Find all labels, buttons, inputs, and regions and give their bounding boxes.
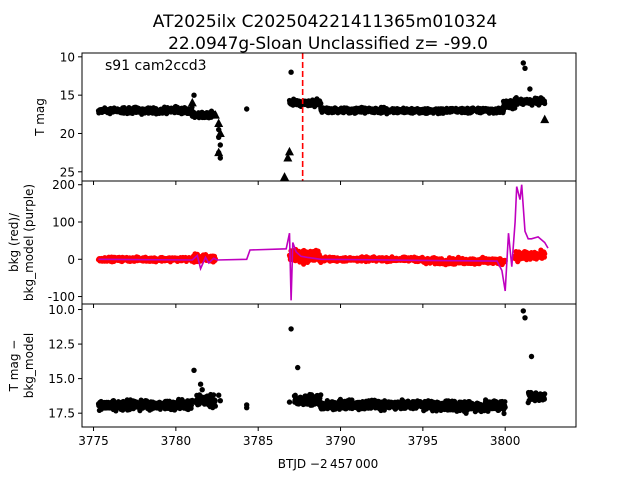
flux-point <box>542 100 548 107</box>
marks-bottom <box>95 308 548 417</box>
panel-top-mag: 10 15 20 25 T mag s91 cam2ccd3 <box>33 50 577 185</box>
upper-limit-triangle <box>283 153 293 162</box>
marks-top <box>95 53 550 181</box>
y-tick-label: 100 <box>52 216 75 230</box>
bkg-model-line <box>98 184 549 301</box>
y-tick-label: 200 <box>52 178 75 192</box>
x-tick-label: 3780 <box>161 434 192 448</box>
panel-middle-bkg: -100 0 100 200 bkg (red)/bkg_model (purple) <box>7 178 577 308</box>
flux-point <box>197 381 204 387</box>
flux-point <box>520 60 526 66</box>
flux-point <box>244 405 250 411</box>
x-axis-label: BTJD −2 457 000 <box>278 457 378 471</box>
y-tick-label: 10.0 <box>48 303 75 317</box>
upper-limit-triangle <box>284 146 294 156</box>
flux-point <box>217 142 223 148</box>
flux-point <box>522 315 528 321</box>
flux-point <box>318 392 324 398</box>
y-axis-label: T mag <box>33 98 47 137</box>
flux-point <box>217 398 223 404</box>
y-axis-label: bkg (red)/ <box>7 212 21 272</box>
flux-point <box>295 364 301 371</box>
flux-point <box>199 387 205 393</box>
y-tick-label: 0 <box>67 253 75 267</box>
flux-point <box>212 403 218 409</box>
axes-frame <box>81 303 577 428</box>
flux-point <box>113 408 119 414</box>
flux-point <box>502 404 508 410</box>
upper-limit-triangle <box>214 118 224 128</box>
x-tick-label: 3790 <box>325 434 356 448</box>
flux-point <box>541 396 548 402</box>
y-tick-label: -100 <box>48 290 75 304</box>
y-tick-label: 25 <box>60 165 75 179</box>
bkg-point <box>542 251 548 257</box>
upper-limit-triangle <box>215 128 225 137</box>
flux-point <box>288 69 294 75</box>
chart-title-line2: 22.0947g-Sloan Unclassified z= -99.0 <box>168 34 488 54</box>
flux-point <box>217 155 223 161</box>
flux-point <box>288 326 294 332</box>
y-tick-label: 10 <box>60 50 75 64</box>
flux-point <box>318 100 324 107</box>
flux-point <box>191 367 197 373</box>
flux-point <box>349 397 355 403</box>
flux-point <box>244 106 250 112</box>
flux-point <box>527 86 533 92</box>
x-tick-label: 3800 <box>490 434 521 448</box>
y-axis-label: T mag − <box>7 340 21 393</box>
marks-middle <box>95 184 549 301</box>
flux-point <box>542 391 548 397</box>
flux-point <box>522 65 528 72</box>
upper-limit-triangle <box>187 97 197 107</box>
flux-point <box>502 399 508 405</box>
x-tick-label: 3785 <box>243 434 274 448</box>
flux-point <box>212 397 218 404</box>
flux-point <box>191 92 197 98</box>
y-tick-label: 15 <box>60 89 75 103</box>
upper-limit-triangle <box>280 172 290 181</box>
x-tick-label: 3795 <box>408 434 439 448</box>
axes-frame <box>81 180 577 305</box>
y-axis-label: bkg_model (purple) <box>22 184 36 301</box>
flux-point <box>528 353 535 360</box>
upper-limit-triangle <box>210 110 220 119</box>
flux-point <box>211 392 217 398</box>
flux-point <box>520 308 526 314</box>
x-tick-label: 3775 <box>78 434 109 448</box>
y-tick-label: 15.0 <box>48 372 75 386</box>
upper-limit-triangle <box>214 147 224 157</box>
flux-point <box>216 392 222 398</box>
y-axis-label: bkg_model <box>22 333 36 399</box>
y-tick-label: 12.5 <box>48 338 75 352</box>
upper-limit-triangle <box>540 114 550 124</box>
y-tick-label: 20 <box>60 127 75 141</box>
chart-title-line1: AT2025ilx C202504221411365m010324 <box>153 12 497 32</box>
flux-point <box>286 399 293 405</box>
flux-point <box>501 410 507 417</box>
y-tick-label: 17.5 <box>48 407 75 421</box>
sector-annotation: s91 cam2ccd3 <box>105 58 207 74</box>
